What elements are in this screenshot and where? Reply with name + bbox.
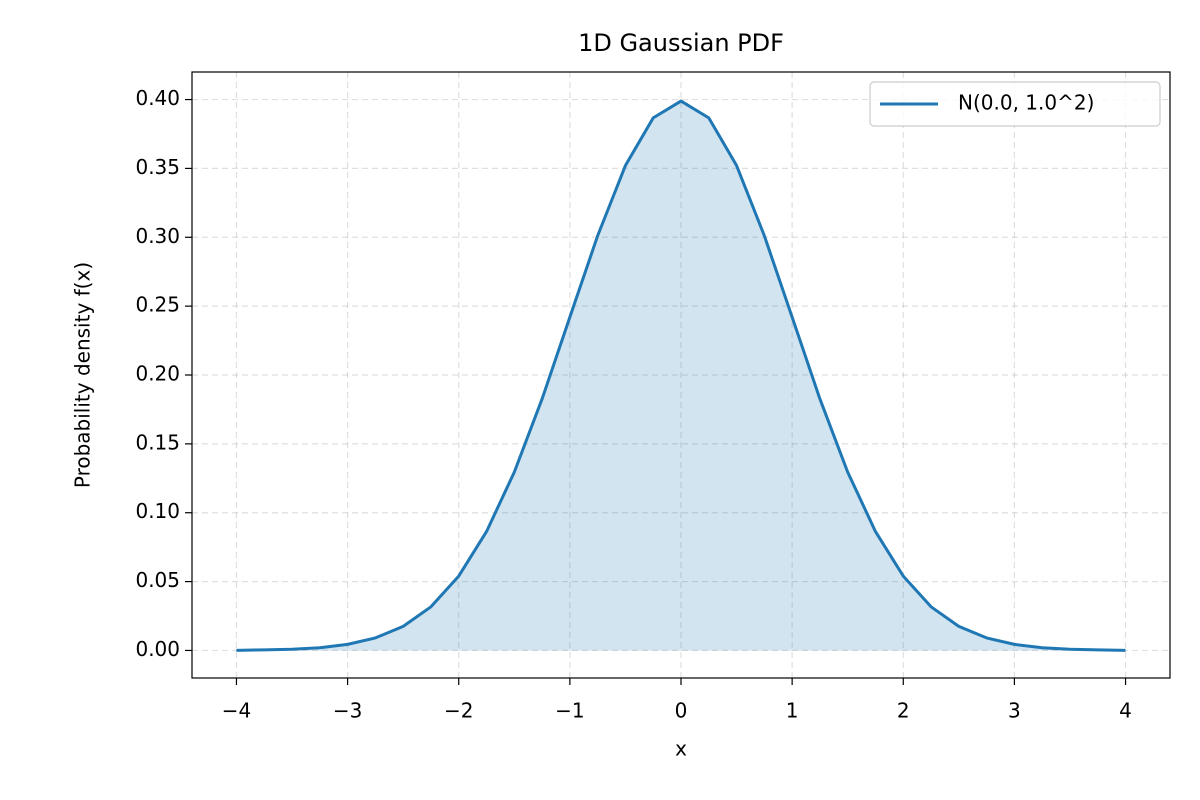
legend: N(0.0, 1.0^2)	[869, 81, 1161, 127]
x-tick-label: −3	[333, 699, 362, 723]
chart-title: 1D Gaussian PDF	[578, 29, 784, 57]
x-tick-label: −1	[555, 699, 584, 723]
plot-frame	[191, 71, 1171, 679]
y-axis-label: Probability density f(x)	[71, 262, 95, 488]
x-tick-label: 3	[1008, 699, 1021, 723]
legend-label: N(0.0, 1.0^2)	[958, 91, 1094, 115]
x-tick-label: −2	[444, 699, 473, 723]
x-tick-label: 0	[675, 699, 688, 723]
x-tick-label: 2	[897, 699, 910, 723]
y-tick-label: 0.20	[135, 362, 180, 386]
y-tick-label: 0.25	[135, 293, 180, 317]
x-axis-label: x	[675, 737, 687, 761]
y-tick-label: 0.00	[135, 637, 180, 661]
x-tick-label: 1	[786, 699, 799, 723]
y-tick-label: 0.40	[135, 86, 180, 110]
area	[236, 101, 1126, 651]
y-tick-label: 0.35	[135, 155, 180, 179]
legend-box	[869, 81, 1161, 127]
y-tick-label: 0.15	[135, 430, 180, 454]
y-tick-label: 0.05	[135, 568, 180, 592]
line	[236, 99, 1126, 652]
y-tick-label: 0.30	[135, 224, 180, 248]
y-tick-label: 0.10	[135, 499, 180, 523]
x-tick-label: 4	[1119, 699, 1132, 723]
x-tick-label: −4	[222, 699, 251, 723]
